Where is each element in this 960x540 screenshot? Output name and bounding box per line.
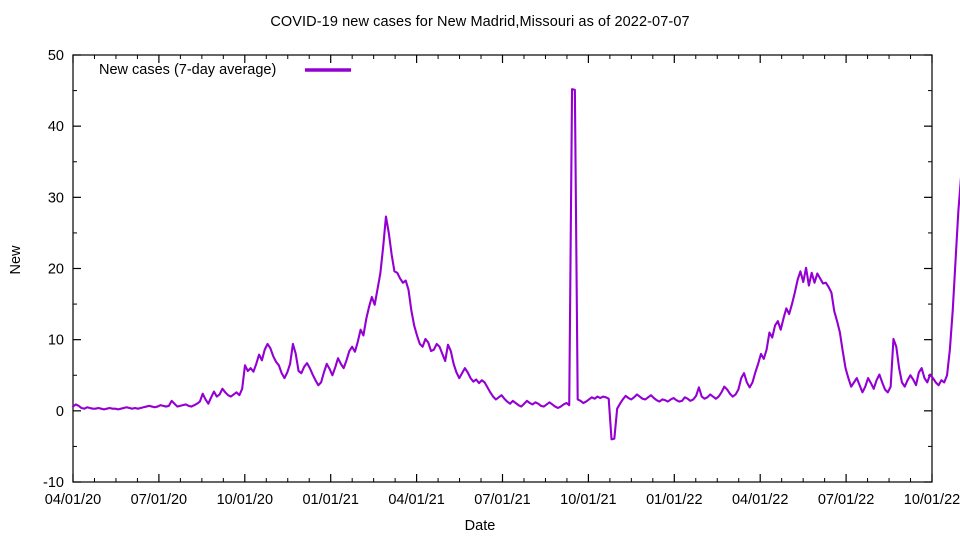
svg-text:04/01/21: 04/01/21 — [388, 492, 444, 508]
svg-text:20: 20 — [48, 262, 64, 278]
legend-entry-label: New cases (7-day average) — [99, 62, 277, 78]
svg-text:30: 30 — [48, 190, 64, 206]
svg-text:-10: -10 — [43, 475, 64, 491]
x-axis-label: Date — [464, 518, 496, 534]
svg-text:50: 50 — [48, 48, 64, 64]
svg-text:10/01/21: 10/01/21 — [560, 492, 616, 508]
svg-text:04/01/22: 04/01/22 — [732, 492, 788, 508]
svg-text:04/01/20: 04/01/20 — [45, 492, 101, 508]
svg-text:10: 10 — [48, 333, 64, 349]
data-series-lines — [71, 88, 960, 441]
axis-frame — [72, 54, 933, 483]
svg-text:07/01/21: 07/01/21 — [474, 492, 530, 508]
svg-text:40: 40 — [48, 119, 64, 135]
svg-text:07/01/22: 07/01/22 — [818, 492, 874, 508]
y-axis-label: New — [8, 245, 24, 275]
axis-tick-labels: -10 0 10 20 30 40 50 04/01/20 07/01/20 10/01/20 01… — [43, 48, 960, 508]
svg-text:01/01/22: 01/01/22 — [646, 492, 702, 508]
svg-text:10/01/22: 10/01/22 — [904, 492, 960, 508]
svg-text:01/01/21: 01/01/21 — [302, 492, 358, 508]
svg-text:0: 0 — [56, 404, 64, 420]
axis-ticks — [72, 54, 933, 483]
chart-title: COVID-19 new cases for New Madrid,Missou… — [270, 14, 690, 30]
svg-text:10/01/20: 10/01/20 — [217, 492, 273, 508]
svg-text:07/01/20: 07/01/20 — [131, 492, 187, 508]
